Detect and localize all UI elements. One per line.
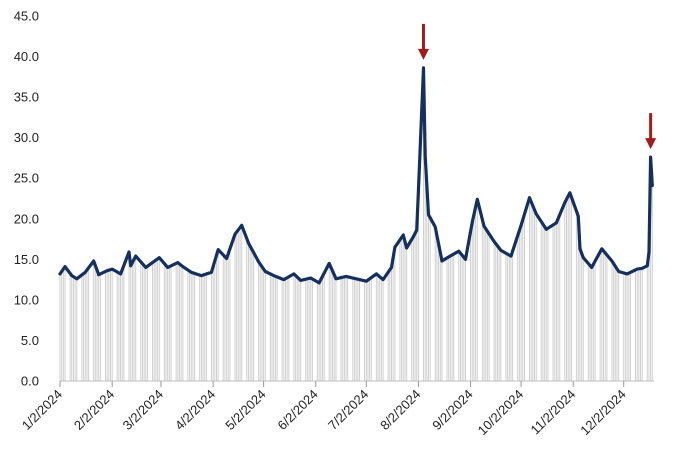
annotation-arrow-1 (417, 23, 429, 60)
y-axis-ticks: 0.0 5.0 10.0 15.0 20.0 25.0 30.0 35.0 40.0 45.0 (14, 9, 39, 389)
annotation-arrow-head (417, 48, 429, 60)
x-tick-label-5-2-2024: 5/2/2024 (222, 387, 268, 433)
y-tick-label-20-0: 20.0 (14, 211, 39, 226)
x-tick-label-3-2-2024: 3/2/2024 (120, 387, 166, 433)
x-tick-label-7-2-2024: 7/2/2024 (325, 387, 371, 433)
x-tick-label-10-2-2024: 10/2/2024 (475, 387, 527, 439)
y-tick-label-30-0: 30.0 (14, 130, 39, 145)
y-tick-label-5-0: 5.0 (21, 333, 39, 348)
series-line (58, 66, 654, 285)
annotation-arrow-head (645, 138, 657, 150)
y-tick-label-25-0: 25.0 (14, 171, 39, 186)
x-axis-ticks: 1/2/2024 2/2/2024 3/2/2024 4/2/2024 5/2/2024… (19, 381, 629, 438)
x-tick-label-9-2-2024: 9/2/2024 (429, 387, 475, 433)
x-tick-label-2-2-2024: 2/2/2024 (71, 387, 117, 433)
y-tick-label-0-0: 0.0 (21, 374, 39, 389)
y-tick-label-40-0: 40.0 (14, 49, 39, 64)
x-tick-label-1-2-2024: 1/2/2024 (19, 387, 65, 433)
y-tick-label-45-0: 45.0 (14, 9, 39, 24)
x-tick-label-8-2-2024: 8/2/2024 (377, 387, 423, 433)
y-tick-label-10-0: 10.0 (14, 292, 39, 307)
x-tick-label-12-2-2024: 12/2/2024 (577, 387, 629, 439)
annotation-arrow-2 (645, 113, 657, 150)
y-tick-label-15-0: 15.0 (14, 252, 39, 267)
y-tick-label-35-0: 35.0 (14, 90, 39, 105)
drop-lines (59, 67, 653, 381)
x-tick-label-4-2-2024: 4/2/2024 (172, 387, 218, 433)
x-tick-label-11-2-2024: 11/2/2024 (528, 387, 579, 438)
x-tick-label-6-2-2024: 6/2/2024 (275, 387, 321, 433)
annotations (417, 23, 657, 150)
